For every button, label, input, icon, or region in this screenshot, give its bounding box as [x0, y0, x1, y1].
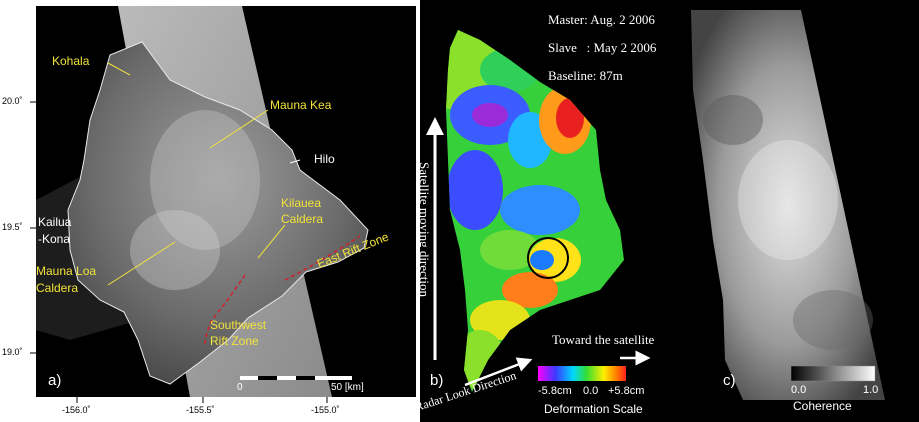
coherence-dark-area [703, 95, 763, 145]
scale-bar-max: 50 [km] [331, 382, 364, 393]
coherence-scale-title: Coherence [793, 399, 852, 413]
label-kilauea-2: Caldera [281, 212, 324, 226]
label-kona: -Kona [38, 232, 71, 246]
deformation-scale-min: -5.8cm [538, 385, 572, 397]
leader-kohala [107, 62, 131, 76]
leader-kilauea [257, 224, 286, 259]
east-rift-line [284, 235, 361, 281]
leader-mauna-loa [107, 241, 176, 286]
lat-label-20: 20.0˚ [2, 96, 23, 106]
label-kilauea-1: Kilauea [281, 196, 322, 210]
sw-rift-line [204, 274, 246, 346]
summit-texture [150, 110, 260, 250]
coherence-bright-area [738, 140, 838, 260]
panel-a-label: a) [48, 372, 62, 389]
deformation-scale-max: +5.8cm [608, 385, 645, 397]
coherence-dark-area [793, 290, 873, 350]
satellite-direction-label: Satellite moving direction [420, 162, 432, 298]
label-sw-rift-2: Rift Zone [210, 334, 259, 348]
panel-c-coherence-map: 0.0 1.0 Coherence c) [673, 0, 919, 422]
scale-bar-segment [258, 376, 277, 380]
lon-label-156: -156.0˚ [62, 405, 91, 415]
deformation-color-bar [538, 366, 626, 381]
deformation-scale-title: Deformation Scale [544, 402, 643, 416]
label-mauna-loa-2: Caldera [36, 281, 79, 295]
deformation-scale-mid: 0.0 [583, 385, 599, 397]
lat-label-19: 19.0˚ [2, 347, 23, 357]
label-kohala: Kohala [52, 54, 90, 68]
label-hilo: Hilo [314, 152, 335, 166]
panel-c-svg [691, 10, 885, 400]
island-hawaii [67, 41, 369, 385]
panel-b-label: b) [430, 372, 444, 389]
baseline: Baseline: 87m [548, 68, 623, 83]
label-mauna-loa-1: Mauna Loa [36, 264, 97, 278]
panel-b-svg [426, 30, 651, 392]
lat-label-19-5: 19.5˚ [2, 222, 23, 232]
caldera-circle [527, 237, 569, 279]
radar-look-arrow [464, 357, 533, 387]
label-sw-rift-1: Southwest [210, 318, 267, 332]
lon-label-155: -155.0˚ [311, 405, 340, 415]
master-date: Master: Aug. 2 2006 [548, 12, 655, 27]
coherence-color-bar [790, 365, 876, 382]
leader-hilo [289, 159, 301, 164]
mauna-loa-texture [130, 210, 220, 290]
panel-a-svg [30, 6, 416, 403]
coherence-scale-max: 1.0 [863, 384, 879, 396]
label-kailua: Kailua [38, 215, 72, 229]
scale-bar-zero: 0 [237, 382, 243, 393]
panel-b-deformation-map: Master: Aug. 2 2006 Slave : May 2 2006 B… [420, 0, 673, 422]
leader-mauna-kea [209, 109, 269, 149]
panel-c-label: c) [723, 372, 736, 389]
scale-bar-segment [296, 376, 315, 380]
label-mauna-kea: Mauna Kea [270, 98, 332, 112]
slave-date: Slave : May 2 2006 [548, 40, 657, 55]
coherence-swath [691, 10, 885, 400]
panel-a-radar-map: 20.0˚ 19.5˚ 19.0˚ -156.0˚ -155.5˚ -155.0… [0, 0, 420, 422]
toward-satellite-label: Toward the satellite [552, 332, 655, 347]
coherence-scale-min: 0.0 [791, 384, 807, 396]
lon-label-155-5: -155.5˚ [186, 405, 215, 415]
